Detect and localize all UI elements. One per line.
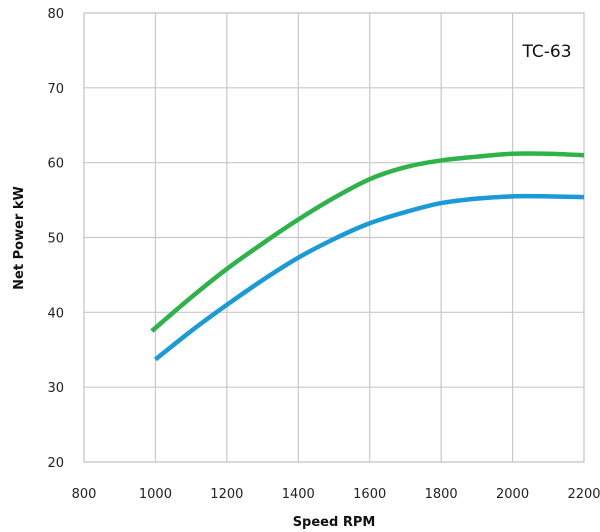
series-line-lower [154,193,585,362]
y-tick-label: 60 [47,157,64,172]
y-tick-label: 70 [47,82,64,97]
y-axis-title: Net Power kW [12,186,27,290]
y-tick-label: 50 [47,232,64,247]
series-lines [150,151,585,362]
x-axis-title: Speed RPM [293,515,376,530]
y-tick-label: 40 [47,306,64,321]
y-tick-labels: 20 30 40 50 60 70 80 [47,7,64,471]
x-tick-label: 1200 [210,487,243,502]
x-tick-label: 1000 [139,487,172,502]
y-tick-label: 30 [47,381,64,396]
x-tick-label: 2000 [496,487,529,502]
x-tick-label: 2200 [567,487,600,502]
series-line-upper [150,151,585,333]
grid-lines [83,12,585,463]
x-tick-label: 800 [72,487,97,502]
x-tick-labels: 800 1000 1200 1400 1600 1800 2000 2200 [72,487,600,502]
x-tick-label: 1600 [353,487,386,502]
plot-frame [83,12,585,463]
x-tick-label: 1400 [282,487,315,502]
model-annotation: TC-63 [521,42,571,62]
x-tick-label: 1800 [425,487,458,502]
y-tick-label: 20 [47,456,64,471]
y-tick-label: 80 [47,7,64,22]
